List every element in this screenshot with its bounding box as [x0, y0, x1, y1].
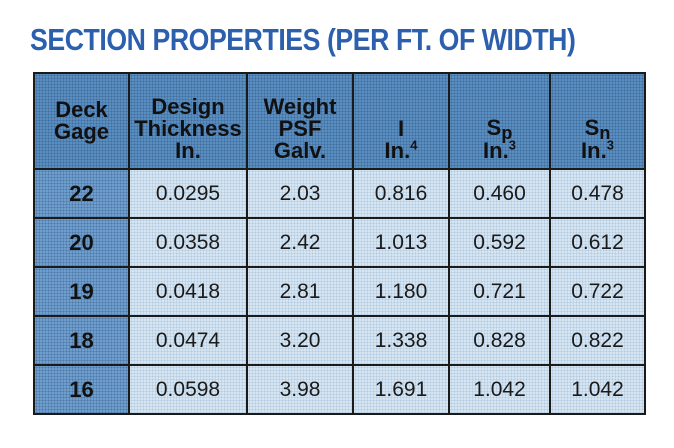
cell-sn: 0.612: [549, 217, 646, 268]
table-row: 19 0.0418 2.81 1.180 0.721 0.722: [33, 266, 646, 317]
cell-weight-psf: 2.81: [246, 266, 354, 317]
header-sp-unit-line: In.3: [450, 137, 549, 163]
header-section-modulus-negative: Sn In.3: [549, 72, 646, 170]
cell-weight-psf: 2.42: [246, 217, 354, 268]
cell-sp: 0.592: [448, 217, 551, 268]
cell-design-thickness: 0.0474: [128, 315, 248, 366]
header-weight-line-3: Galv.: [273, 138, 327, 163]
header-sn-exponent: 3: [606, 137, 614, 153]
cell-sn: 1.042: [549, 364, 646, 415]
header-sp-unit: In.: [483, 138, 509, 163]
header-design-thickness-line-3: In.: [175, 138, 201, 163]
header-sn-unit: In.: [581, 138, 607, 163]
header-deck-gage: Deck Gage: [33, 72, 130, 170]
table-row: 18 0.0474 3.20 1.338 0.828 0.822: [33, 315, 646, 366]
header-section-modulus-positive: Sp In.3: [448, 72, 551, 170]
header-deck-gage-line-1: Deck: [55, 97, 108, 122]
header-sp-symbol-line: Sp: [450, 115, 549, 144]
header-sp-exponent: 3: [508, 137, 516, 153]
table-row: 20 0.0358 2.42 1.013 0.592 0.612: [33, 217, 646, 268]
cell-deck-gage: 22: [33, 168, 130, 219]
cell-sn: 0.822: [549, 315, 646, 366]
cell-sn: 0.478: [549, 168, 646, 219]
header-i-symbol: I: [397, 116, 405, 141]
cell-i: 1.013: [352, 217, 450, 268]
cell-i: 1.180: [352, 266, 450, 317]
cell-sp: 1.042: [448, 364, 551, 415]
header-i-unit: In.: [384, 138, 411, 163]
cell-design-thickness: 0.0295: [128, 168, 248, 219]
header-sp-subscript: p: [501, 123, 513, 143]
table-row: 22 0.0295 2.03 0.816 0.460 0.478: [33, 168, 646, 219]
cell-i: 0.816: [352, 168, 450, 219]
header-sn-unit-line: In.3: [551, 137, 644, 163]
header-i-exponent: 4: [410, 137, 418, 153]
header-weight-line-2: PSF: [278, 116, 322, 141]
cell-i: 1.338: [352, 315, 450, 366]
cell-deck-gage: 20: [33, 217, 130, 268]
header-design-thickness-line-2: Thickness: [134, 116, 242, 141]
section-properties-table: Deck Gage Design Thickness In. Weight PS…: [33, 72, 646, 415]
cell-design-thickness: 0.0418: [128, 266, 248, 317]
cell-sp: 0.828: [448, 315, 551, 366]
table-row: 16 0.0598 3.98 1.691 1.042 1.042: [33, 364, 646, 415]
header-sp-symbol: S: [486, 115, 502, 140]
cell-weight-psf: 2.03: [246, 168, 354, 219]
cell-deck-gage: 19: [33, 266, 130, 317]
header-moment-of-inertia: I In.4: [352, 72, 450, 170]
header-sn-symbol: S: [584, 115, 600, 140]
header-weight-psf: Weight PSF Galv.: [246, 72, 354, 170]
cell-design-thickness: 0.0598: [128, 364, 248, 415]
cell-weight-psf: 3.98: [246, 364, 354, 415]
cell-sp: 0.460: [448, 168, 551, 219]
header-sn-symbol-line: Sn: [551, 115, 644, 144]
header-weight-line-1: Weight: [263, 94, 337, 119]
header-row: Deck Gage Design Thickness In. Weight PS…: [33, 72, 646, 170]
cell-weight-psf: 3.20: [246, 315, 354, 366]
page-title: SECTION PROPERTIES (PER FT. OF WIDTH): [30, 22, 576, 57]
header-deck-gage-line-2: Gage: [53, 119, 110, 144]
header-sn-subscript: n: [599, 123, 611, 143]
cell-sn: 0.722: [549, 266, 646, 317]
header-i-unit-line: In.4: [354, 137, 448, 163]
cell-i: 1.691: [352, 364, 450, 415]
cell-sp: 0.721: [448, 266, 551, 317]
header-design-thickness: Design Thickness In.: [128, 72, 248, 170]
cell-deck-gage: 18: [33, 315, 130, 366]
header-design-thickness-line-1: Design: [151, 94, 225, 119]
cell-design-thickness: 0.0358: [128, 217, 248, 268]
cell-deck-gage: 16: [33, 364, 130, 415]
